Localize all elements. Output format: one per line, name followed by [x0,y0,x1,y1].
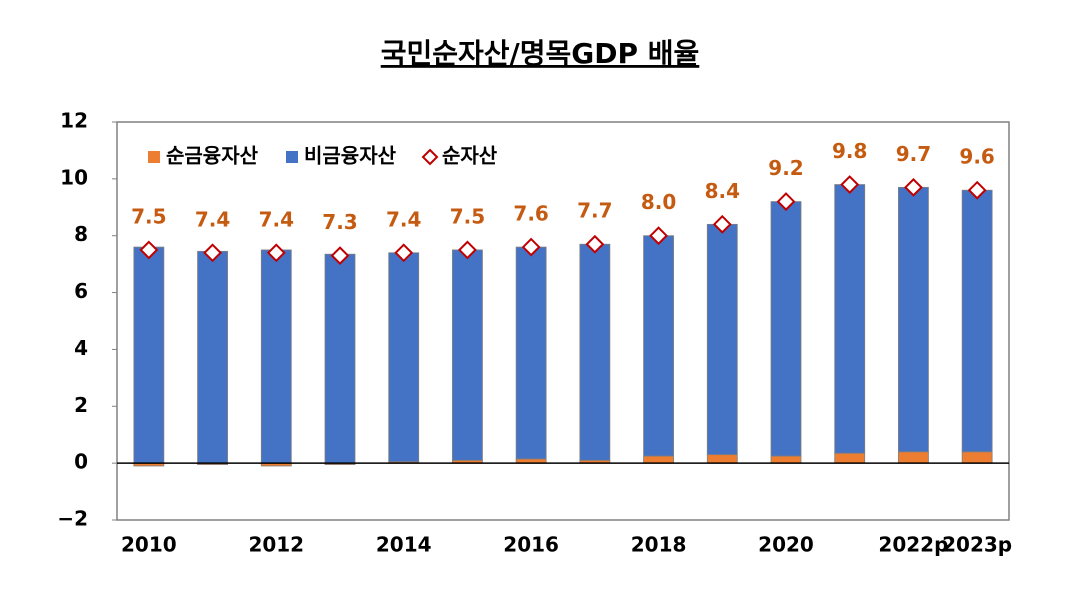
y-tick-label: 8 [74,222,88,246]
y-tick-label: −2 [57,507,88,531]
bar-segment [133,246,165,464]
bar-segment [452,249,483,461]
value-label: 9.8 [832,139,867,163]
marker [266,243,286,263]
bar-segment [515,246,547,460]
bar-segment [643,235,674,457]
y-tick-label: 4 [74,336,88,360]
value-label: 7.6 [513,202,548,226]
x-tick-label: 2022p [878,533,948,557]
x-tick-label: 2023p [942,533,1012,557]
y-tick-label: 12 [60,109,88,133]
legend-label: 순금융자산 [166,144,259,168]
value-label: 9.7 [896,142,931,166]
x-tick-label: 2010 [121,533,177,557]
marker [904,177,923,197]
bar-segment [706,454,738,464]
value-label: 8.4 [705,179,740,203]
bar-segment [197,250,228,464]
legend-label: 순자산 [442,144,498,168]
value-label: 7.5 [450,204,485,228]
bar-segment [834,184,866,454]
legend-swatch [148,151,160,163]
value-label: 7.4 [259,207,294,231]
x-tick-label: 2016 [503,533,559,557]
bar-segment [643,455,674,464]
bar-segment [770,455,802,464]
value-label: 9.2 [768,156,803,180]
chart-title: 국민순자산/명목GDP 배율 [381,37,700,70]
bar-segment [834,452,866,464]
value-label: 7.4 [195,207,230,231]
x-tick-label: 2018 [631,533,687,557]
y-tick-label: 6 [74,279,88,303]
marker [139,240,159,260]
marker [649,226,668,246]
marker [967,180,987,200]
value-label: 7.7 [577,199,612,223]
bar-segment [579,243,611,461]
bar-segment [898,186,929,453]
value-label: 7.4 [386,207,421,231]
bar-segment [770,201,802,457]
bar-segment [388,252,420,463]
marker [203,243,222,263]
y-tick-label: 0 [74,450,88,474]
marker [585,234,605,254]
marker [330,246,350,266]
marker [458,240,477,260]
bar-segment [706,223,738,456]
y-tick-label: 10 [60,165,88,189]
bar-segment [324,253,356,464]
bar-segment [260,249,292,464]
x-tick-label: 2020 [758,533,814,557]
bar-segment [961,189,993,453]
legend-label: 비금융자산 [304,144,397,168]
bar-segment [961,451,993,464]
marker [521,237,541,257]
y-tick-label: 2 [74,393,88,417]
legend-swatch [286,151,298,163]
legend-marker [421,148,439,166]
marker [776,192,796,212]
x-tick-label: 2012 [248,533,304,557]
marker [840,175,860,194]
bar-segment [898,451,929,464]
value-label: 8.0 [641,190,676,214]
value-label: 7.3 [322,210,357,234]
marker [712,214,732,234]
value-label: 7.5 [131,204,166,228]
value-label: 9.6 [959,145,994,169]
x-tick-label: 2014 [376,533,432,557]
marker [394,243,414,263]
plot-frame [116,121,1010,521]
